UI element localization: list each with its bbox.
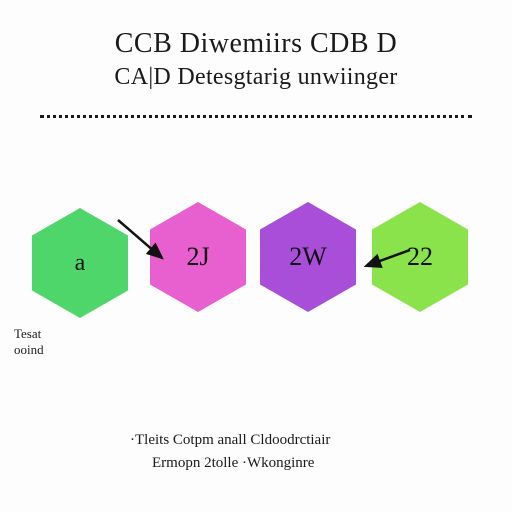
hexagon-row: a 2J 2W 22 Tesat ooind (0, 158, 512, 378)
hexagon-3-label: 2W (289, 242, 327, 272)
title-block: CCB Diwemiirs CDB D CA|D Detesgtarig unw… (0, 0, 512, 91)
hexagon-4: 22 (372, 202, 468, 312)
title-line-1: CCB Diwemiirs CDB D (0, 28, 512, 60)
hexagon-1: a (32, 208, 128, 318)
hexagon-2-label: 2J (186, 242, 209, 272)
hexagon-1-label: a (75, 250, 86, 277)
title-line-2: CA|D Detesgtarig unwiinger (0, 64, 512, 91)
dotted-divider (40, 115, 472, 118)
hexagon-2: 2J (150, 202, 246, 312)
footnote-line2: Ermopn 2tolle ·Wkonginre (130, 452, 472, 475)
left-caption: Tesat ooind (14, 326, 44, 357)
footnote: ·Tleits Cotpm anall Cldoodrctiair Ermopn… (130, 429, 472, 474)
left-caption-line2: ooind (14, 342, 44, 358)
left-caption-line1: Tesat (14, 326, 44, 342)
hexagon-4-label: 22 (407, 242, 433, 272)
hexagon-3: 2W (260, 202, 356, 312)
footnote-line1: ·Tleits Cotpm anall Cldoodrctiair (130, 429, 472, 452)
